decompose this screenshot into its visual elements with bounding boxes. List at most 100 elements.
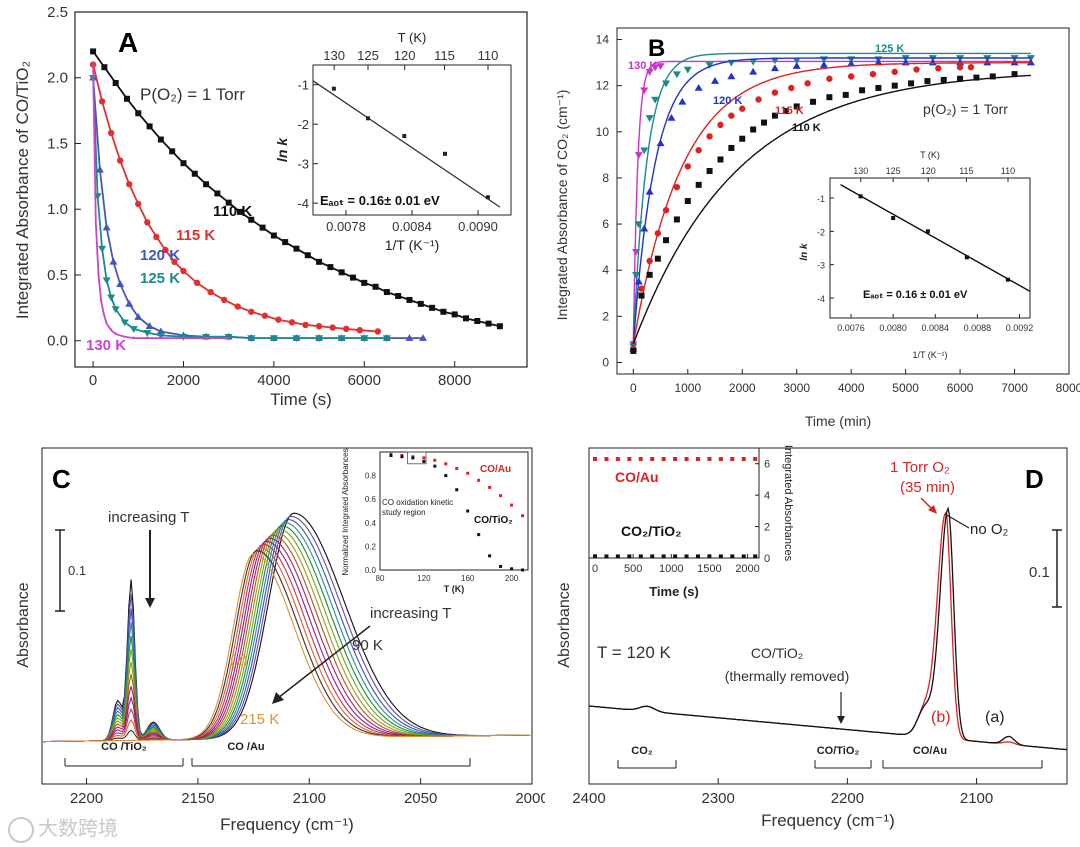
panel-c-label-z: (z) xyxy=(230,652,248,669)
inset-y-tick-label: -4 xyxy=(817,294,825,304)
data-point-120k xyxy=(770,64,779,72)
panel-d-region-co2: CO₂ xyxy=(631,745,653,757)
inset-data-point-coau xyxy=(521,514,525,518)
y-tick-label: 6 xyxy=(602,217,609,231)
panel-d-letter: D xyxy=(1025,464,1044,494)
x-tick-label: 2000 xyxy=(729,381,756,395)
inset-data-point-cotio2 xyxy=(510,567,514,571)
data-point-110k xyxy=(191,170,198,177)
panel-c-increasing-t-1: increasing T xyxy=(108,509,189,526)
data-point-115k xyxy=(234,303,241,310)
data-point-130k: * xyxy=(227,334,230,343)
data-point-130k: * xyxy=(205,334,208,343)
data-point-110k xyxy=(842,91,849,98)
inset-y-tick-label: -1 xyxy=(297,78,309,93)
panel-b-inset-ylabel: ln k xyxy=(799,243,810,261)
x-tick-label: 4000 xyxy=(838,381,865,395)
panel-a-inset: 0.0078 0.0084 0.0090 -1 -2 -3 -4 130 125 120 115 11… xyxy=(274,30,512,253)
panel-c-inset-frame xyxy=(379,451,529,571)
panel-b-condition: p(O₂) = 1 Torr xyxy=(923,101,1008,117)
series-label-125k: 125 K xyxy=(140,270,180,287)
panel-c-inset-box-text: CO oxidation kinetic study region xyxy=(382,498,453,517)
panel-b-inset: 0.0076 0.0080 0.0084 0.0088 0.0092 -1 -2 -3 -4 13… xyxy=(799,150,1033,360)
inset-data-point-cotio2 xyxy=(389,454,393,458)
y-tick-label: 0 xyxy=(602,355,609,369)
inset-data-point-coau xyxy=(627,457,632,461)
x-tick-label: 1000 xyxy=(674,381,701,395)
x-tick-label: 2200 xyxy=(70,790,103,807)
inset-x-tick-label: 1000 xyxy=(659,563,683,575)
inset-data-point-co2tio2 xyxy=(604,554,609,559)
panel-d-inset-plot: 0 500 1000 1500 2000 0 2 4 6 xyxy=(592,457,770,575)
data-point-115k xyxy=(967,64,975,71)
data-point-115k xyxy=(126,181,133,188)
inset-data-point-cotio2 xyxy=(466,509,470,513)
panel-c-region-coau: CO /Au xyxy=(227,741,264,753)
data-point-115k xyxy=(98,98,106,105)
data-point-130k: * xyxy=(92,61,95,70)
panel-d-o2-time: (35 min) xyxy=(900,479,955,496)
data-point-110k xyxy=(90,48,97,55)
inset-y-tick-label: 0.4 xyxy=(365,519,377,528)
inset-x-tick-label: 0.0078 xyxy=(326,219,366,234)
inset-y-tick-label: -3 xyxy=(817,261,825,271)
panel-d-removed-1: CO/TiO₂ xyxy=(751,645,803,661)
data-point-115k xyxy=(117,157,124,164)
data-point-110k xyxy=(908,80,915,87)
data-point-130k: * xyxy=(159,334,162,343)
y-tick-label: 0.0 xyxy=(47,333,68,350)
inset-top-tick-label: 130 xyxy=(853,166,868,176)
data-point-115k xyxy=(374,328,382,335)
y-tick-label: 8 xyxy=(602,171,609,185)
x-tick-label: 2000 xyxy=(167,372,200,389)
inset-data-point xyxy=(443,151,447,156)
data-point-110k xyxy=(739,135,746,142)
inset-study-region-box xyxy=(407,451,427,465)
data-point-120k xyxy=(109,257,118,265)
panel-d-inset-xlabel: Time (s) xyxy=(649,584,699,599)
fit-line-130k xyxy=(92,64,229,339)
inset-data-point-cotio2 xyxy=(444,474,448,478)
data-point-125k xyxy=(360,335,369,343)
inset-data-point-co2tio2 xyxy=(627,554,632,559)
data-point-115k xyxy=(193,279,201,287)
data-point-110k xyxy=(338,269,345,276)
panel-d-region-coau: CO/Au xyxy=(913,745,947,757)
data-point-110k xyxy=(717,156,724,163)
panel-c-letter: C xyxy=(52,464,71,494)
inset-data-point-coau xyxy=(477,478,481,482)
data-point-115k xyxy=(717,121,724,129)
inset-data-point-coau xyxy=(433,458,437,462)
inset-data-point xyxy=(485,195,490,200)
inset-data-point-coau xyxy=(730,457,735,461)
inset-top-tick-label: 110 xyxy=(478,48,499,63)
panel-d-ylabel: Absorbance xyxy=(556,582,573,667)
panel-b-ylabel: Integrated Absorbance of CO₂ (cm⁻¹) xyxy=(554,90,570,321)
panel-a-xlabel: Time (s) xyxy=(270,390,332,409)
inset-data-point-coau xyxy=(753,457,758,461)
data-point-110k xyxy=(180,160,187,167)
inset-data-point-co2tio2 xyxy=(684,554,689,559)
x-tick-label: 0 xyxy=(89,372,97,389)
data-point-110k xyxy=(203,181,210,188)
panel-d-inset-frame xyxy=(588,447,760,559)
data-point-120k xyxy=(678,97,687,105)
inset-data-point-coau xyxy=(673,457,678,461)
data-point-120k xyxy=(667,113,676,121)
panel-c-label-215k: 215 K xyxy=(240,711,279,728)
inset-data-point-co2tio2 xyxy=(718,554,723,559)
data-point-110k xyxy=(123,95,130,102)
data-point-110k xyxy=(316,258,323,265)
inset-y-tick-label: -2 xyxy=(817,227,825,237)
data-point-120k xyxy=(792,62,801,69)
inset-data-point-cotio2 xyxy=(433,464,437,468)
data-point-110k xyxy=(875,84,882,91)
data-point-120k xyxy=(634,277,643,285)
data-point-110k xyxy=(771,112,778,119)
inset-x-tick-label: 0.0084 xyxy=(392,219,432,234)
data-point-130k: * xyxy=(97,271,100,280)
panel-b-axes: 0 1000 2000 3000 4000 5000 6000 7000 8000 0 2 4 6 8 10… xyxy=(596,33,1080,395)
data-point-110k xyxy=(761,119,768,126)
inset-data-point xyxy=(331,86,336,91)
inset-x-tick-label: 0 xyxy=(592,563,598,575)
